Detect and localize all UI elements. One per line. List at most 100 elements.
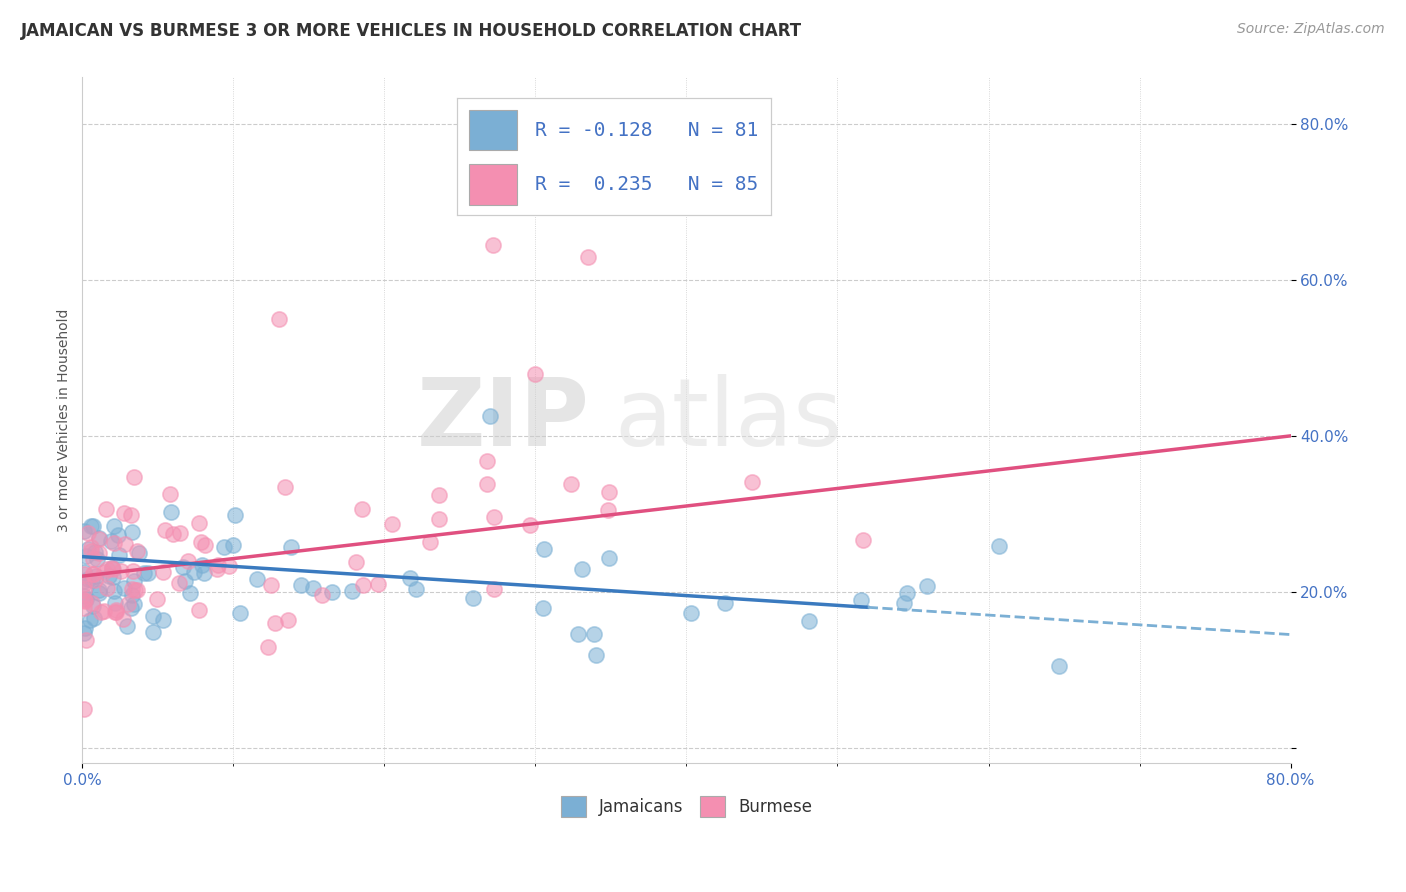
Point: [896, 585, 918, 599]
Point: [105, 605, 128, 619]
Point: [245, 572, 267, 586]
Point: [87, 583, 110, 598]
Point: [482, 238, 505, 252]
Point: [381, 517, 404, 532]
Point: [190, 535, 212, 549]
Point: [218, 559, 240, 574]
Point: [121, 564, 143, 578]
Point: [90, 605, 112, 619]
Point: [73, 582, 96, 597]
Point: [585, 648, 607, 662]
Point: [73, 621, 96, 635]
Point: [124, 583, 146, 598]
Point: [264, 615, 287, 630]
Point: [598, 485, 620, 500]
Point: [76, 542, 98, 557]
Point: [121, 588, 143, 602]
Point: [73, 574, 96, 588]
Point: [105, 602, 128, 616]
Point: [108, 549, 131, 563]
Point: [187, 516, 209, 531]
Point: [127, 544, 149, 558]
Point: [533, 541, 555, 556]
Point: [427, 487, 450, 501]
Point: [127, 582, 149, 597]
Point: [177, 554, 200, 568]
Point: [107, 528, 129, 542]
Point: [479, 409, 502, 424]
Point: [73, 601, 96, 615]
Point: [77, 573, 100, 587]
Point: [73, 626, 96, 640]
Point: [191, 558, 214, 572]
Point: [112, 506, 135, 520]
Text: Source: ZipAtlas.com: Source: ZipAtlas.com: [1237, 22, 1385, 37]
Point: [160, 505, 183, 519]
Point: [83, 611, 105, 625]
Point: [152, 565, 174, 579]
Point: [142, 624, 165, 639]
Point: [96, 561, 118, 575]
Point: [172, 560, 194, 574]
Point: [82, 596, 104, 610]
Point: [524, 367, 547, 381]
Point: [87, 531, 110, 545]
Point: [94, 501, 117, 516]
Point: [267, 312, 290, 326]
Point: [83, 573, 105, 587]
Point: [132, 566, 155, 580]
Point: [84, 568, 107, 582]
Point: [82, 599, 104, 613]
Point: [405, 582, 427, 596]
Point: [87, 586, 110, 600]
Point: [152, 613, 174, 627]
Point: [73, 567, 96, 582]
Point: [82, 567, 104, 582]
Point: [193, 566, 215, 581]
Point: [101, 562, 124, 576]
Point: [167, 575, 190, 590]
Point: [112, 582, 135, 596]
Point: [915, 579, 938, 593]
Point: [104, 596, 127, 610]
Point: [142, 609, 165, 624]
Point: [277, 613, 299, 627]
Point: [188, 603, 211, 617]
Point: [103, 570, 125, 584]
Point: [598, 503, 620, 517]
Point: [256, 640, 278, 654]
Point: [93, 565, 115, 579]
Point: [571, 561, 593, 575]
Point: [76, 526, 98, 541]
Point: [280, 541, 302, 555]
Point: [87, 533, 110, 547]
Point: [101, 561, 124, 575]
Point: [427, 512, 450, 526]
Point: [121, 582, 143, 596]
Point: [228, 606, 250, 620]
Point: [120, 508, 142, 522]
Point: [679, 607, 702, 621]
Point: [159, 487, 181, 501]
Point: [136, 566, 159, 580]
Y-axis label: 3 or more Vehicles in Household: 3 or more Vehicles in Household: [58, 309, 72, 532]
Point: [80, 541, 103, 555]
Point: [179, 586, 201, 600]
Point: [114, 537, 136, 551]
Point: [193, 538, 215, 552]
Point: [110, 564, 132, 578]
Point: [122, 574, 145, 589]
Point: [714, 596, 737, 610]
Point: [122, 598, 145, 612]
Point: [120, 601, 142, 615]
Point: [103, 583, 125, 598]
Point: [82, 573, 104, 587]
Point: [96, 581, 118, 595]
Point: [80, 544, 103, 558]
Point: [519, 517, 541, 532]
Point: [73, 593, 96, 607]
Point: [321, 584, 343, 599]
Point: [73, 524, 96, 538]
Point: [115, 619, 138, 633]
Point: [484, 510, 506, 524]
